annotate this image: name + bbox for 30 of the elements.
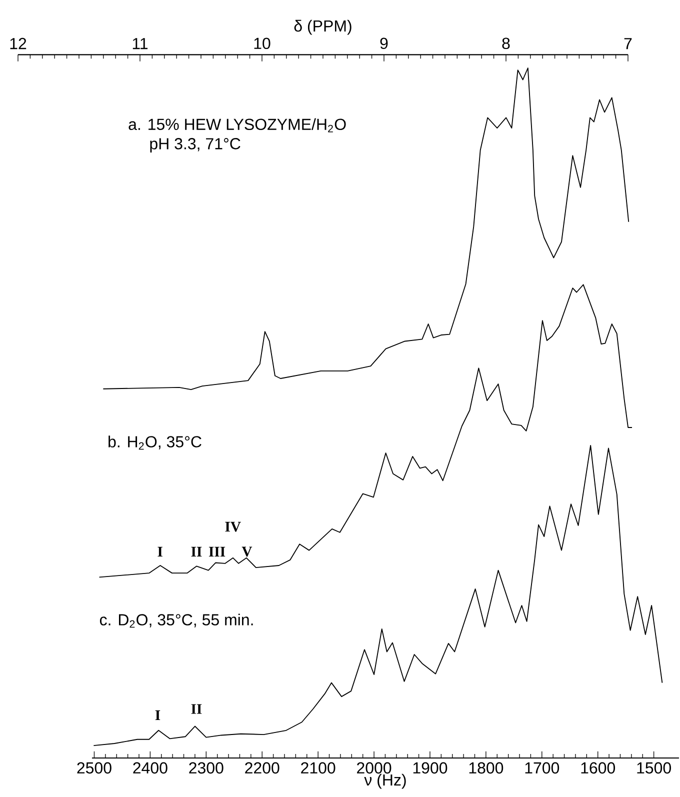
x-tick-label: 2400 <box>133 762 168 774</box>
annotation: c. D$_{2}$O, 35°C, 55 min. <box>100 614 254 628</box>
annotation: a. 15% HEW LYSOZYME/H$_{2}$O <box>128 118 346 132</box>
x-tick-label: 2000 <box>357 762 392 774</box>
x2-tick-label: 10 <box>254 38 270 50</box>
annotation: b. H$_{2}$O, 35°C <box>108 436 202 450</box>
annotation: V <box>242 546 252 557</box>
annotation: IV <box>225 522 242 532</box>
x-tick-label: 1600 <box>582 762 616 774</box>
x2-tick-label: 12 <box>10 38 26 50</box>
x2-tick-label: 8 <box>502 38 510 50</box>
annotation: I <box>158 546 163 556</box>
x-tick-label: 2300 <box>189 762 224 774</box>
annotation: pH 3.3, 71°C <box>150 138 241 153</box>
annotation: III <box>209 546 226 556</box>
x-tick-label: 1800 <box>470 762 504 774</box>
x2-tick-label: 9 <box>380 38 388 50</box>
x-tick-label: 2500 <box>77 762 112 774</box>
x2-axis-title: δ (PPM) <box>294 20 352 35</box>
annotation: II <box>192 704 202 714</box>
annotation: I <box>156 710 160 720</box>
x-tick-label: 1900 <box>414 762 448 774</box>
x-tick-label: 1500 <box>637 762 672 774</box>
x-axis-title: ν (Hz) <box>364 774 406 789</box>
x2-tick-label: 7 <box>624 38 632 50</box>
x-tick-label: 2100 <box>301 762 336 774</box>
x-tick-label: 2200 <box>245 762 280 774</box>
x-tick-label: 1700 <box>526 762 560 774</box>
x2-tick-label: 11 <box>133 38 148 50</box>
annotation: II <box>192 546 202 556</box>
